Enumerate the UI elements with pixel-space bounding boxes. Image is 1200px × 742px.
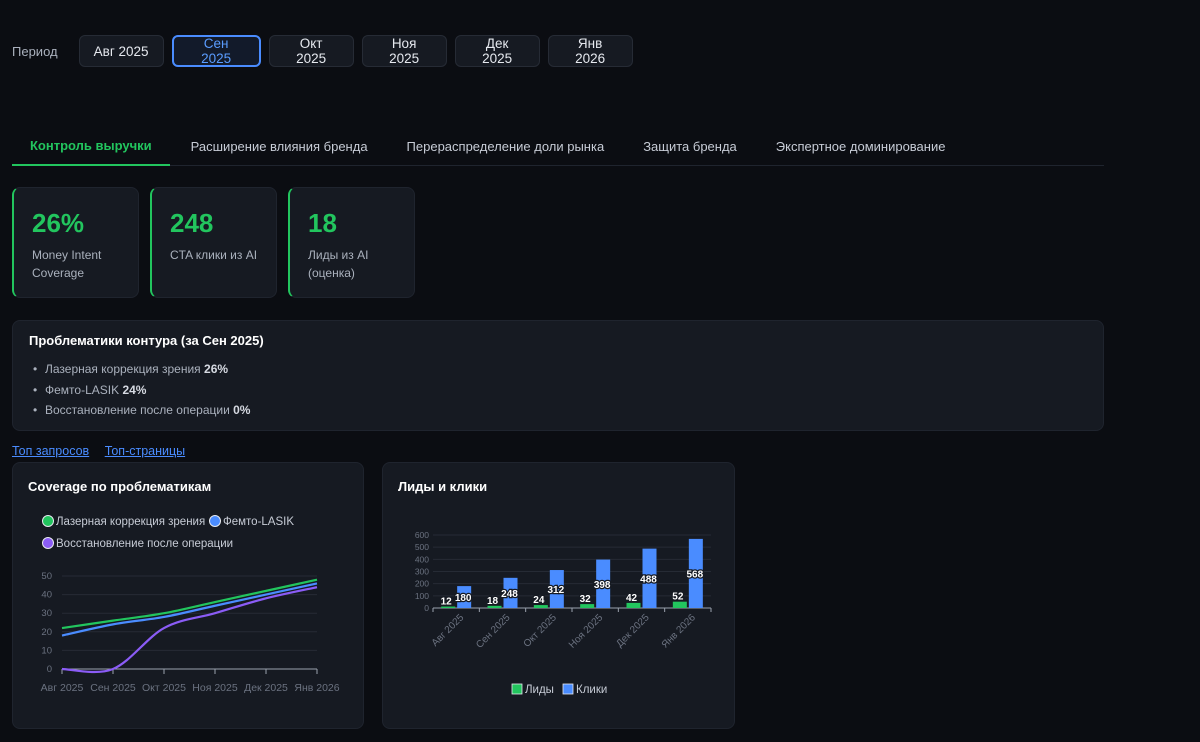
x-tick-label: Янв 2026 — [294, 682, 339, 694]
contour-tabs: Контроль выручки Расширение влияния брен… — [12, 126, 1104, 166]
x-tick-label: Авг 2025 — [430, 612, 467, 649]
bar-clicks — [642, 548, 657, 608]
legend-marker — [42, 537, 54, 549]
tab-expert-dominance[interactable]: Экспертное доминирование — [775, 138, 946, 154]
data-label-leads: 18 — [487, 596, 499, 607]
data-label-leads: 52 — [672, 592, 684, 603]
kpi-label: CTA клики из AI — [170, 248, 258, 262]
bar-clicks — [596, 559, 611, 608]
period-option-dec-2025[interactable]: Дек 2025 — [454, 35, 540, 67]
x-tick-label: Авг 2025 — [41, 682, 84, 694]
issues-title: Проблематики контура (за Сен 2025) — [29, 333, 264, 348]
data-label-clicks: 398 — [594, 580, 611, 591]
data-label-clicks: 312 — [547, 585, 564, 596]
legend-marker — [42, 515, 54, 527]
y-tick-label: 600 — [415, 530, 429, 540]
x-tick-label: Дек 2025 — [614, 612, 652, 650]
bar-clicks — [457, 586, 472, 608]
kpi-money-intent-coverage: 26% Money Intent Coverage — [12, 187, 139, 298]
kpi-cta-clicks: 248 CTA клики из AI — [150, 187, 277, 298]
report-links: Топ запросов Топ-страницы — [12, 444, 197, 458]
coverage-line-chart: Лазерная коррекция зрения Фемто-LASIK Восс… — [41, 515, 340, 694]
leads-clicks-chart-title: Лиды и клики — [398, 479, 488, 494]
period-option-sep-2025[interactable]: Сен 2025 — [171, 35, 261, 67]
kpi-ai-leads: 18 Лиды из AI (оценка) — [288, 187, 415, 298]
coverage-chart-card: Coverage по проблематикам Лазерная корре… — [12, 462, 364, 729]
legend-marker — [562, 683, 574, 695]
series-line — [61, 582, 318, 637]
bar-leads — [672, 601, 687, 608]
legend-label: Клики — [576, 684, 607, 696]
y-tick-label: 200 — [415, 579, 429, 589]
kpi-value: 26% — [32, 208, 85, 238]
y-tick-label: 30 — [41, 608, 52, 619]
bar-leads — [441, 606, 456, 608]
data-label-leads: 42 — [626, 593, 638, 604]
x-tick-label: Янв 2026 — [660, 612, 699, 651]
bar-clicks — [688, 538, 703, 608]
tab-market-share[interactable]: Перераспределение доли рынка — [406, 138, 605, 154]
y-tick-label: 40 — [41, 590, 52, 601]
y-tick-label: 100 — [415, 591, 429, 601]
data-label-clicks: 568 — [686, 569, 703, 580]
y-tick-label: 50 — [41, 571, 52, 582]
top-queries-link[interactable]: Топ запросов — [12, 444, 90, 458]
period-option-oct-2025[interactable]: Окт 2025 — [268, 35, 354, 67]
legend-label: Лазерная коррекция зрения — [56, 516, 205, 528]
bar-leads — [626, 602, 641, 608]
x-tick-label: Окт 2025 — [142, 682, 186, 694]
bar-leads — [580, 604, 595, 608]
y-tick-label: 300 — [415, 567, 429, 577]
data-label-leads: 24 — [533, 595, 545, 606]
series-line — [61, 578, 318, 630]
y-tick-label: 10 — [41, 645, 52, 656]
issue-item: Лазерная коррекция зрения 26% — [29, 359, 1087, 380]
data-label-leads: 32 — [580, 594, 592, 605]
top-pages-link[interactable]: Топ-страницы — [104, 444, 186, 458]
y-tick-label: 0 — [424, 603, 429, 613]
data-label-leads: 12 — [441, 597, 453, 608]
coverage-chart-title: Coverage по проблематикам — [28, 479, 212, 494]
x-tick-label: Ноя 2025 — [567, 612, 606, 651]
bar-clicks — [503, 577, 518, 608]
y-tick-label: 20 — [41, 627, 52, 638]
data-label-clicks: 488 — [640, 574, 657, 585]
bar-clicks — [549, 570, 564, 608]
legend-label: Восстановление после операции — [56, 538, 233, 550]
kpi-value: 18 — [308, 208, 337, 238]
legend-label: Фемто-LASIK — [223, 516, 294, 528]
tab-revenue-control[interactable]: Контроль выручки — [12, 126, 170, 166]
x-tick-label: Сен 2025 — [474, 612, 513, 651]
x-tick-label: Ноя 2025 — [192, 682, 238, 694]
tab-brand-influence[interactable]: Расширение влияния бренда — [190, 138, 368, 154]
y-tick-label: 0 — [47, 664, 52, 675]
period-option-aug-2025[interactable]: Авг 2025 — [78, 35, 164, 67]
contour-issues-panel: Проблематики контура (за Сен 2025) Лазер… — [12, 320, 1104, 431]
leads-clicks-chart-card: Лиды и клики 0 100 200 300 400 500 600 12 180 Авг… — [382, 462, 735, 729]
tab-brand-protection[interactable]: Защита бренда — [643, 138, 737, 154]
issue-item: Восстановление после операции 0% — [29, 400, 1087, 421]
issue-item: Фемто-LASIK 24% — [29, 380, 1087, 401]
data-label-clicks: 180 — [455, 593, 472, 604]
period-selector: Период Авг 2025 Сен 2025 Окт 2025 Ноя 20… — [12, 35, 641, 67]
period-option-nov-2025[interactable]: Ноя 2025 — [361, 35, 447, 67]
kpi-value: 248 — [170, 208, 214, 238]
y-tick-label: 400 — [415, 554, 429, 564]
period-label: Период — [12, 43, 58, 59]
bar-leads — [487, 605, 502, 608]
legend-label: Лиды — [525, 684, 554, 696]
legend-marker — [511, 683, 523, 695]
period-option-jan-2026[interactable]: Янв 2026 — [547, 35, 633, 67]
data-label-clicks: 248 — [501, 589, 518, 600]
x-tick-label: Окт 2025 — [522, 612, 560, 650]
bar-leads — [533, 605, 548, 608]
kpi-label: Money Intent Coverage — [32, 248, 102, 280]
x-tick-label: Сен 2025 — [90, 682, 136, 694]
series-line — [61, 586, 318, 674]
kpi-label: Лиды из AI (оценка) — [308, 248, 369, 280]
y-tick-label: 500 — [415, 542, 429, 552]
legend-marker — [209, 515, 221, 527]
x-tick-label: Дек 2025 — [244, 682, 288, 694]
